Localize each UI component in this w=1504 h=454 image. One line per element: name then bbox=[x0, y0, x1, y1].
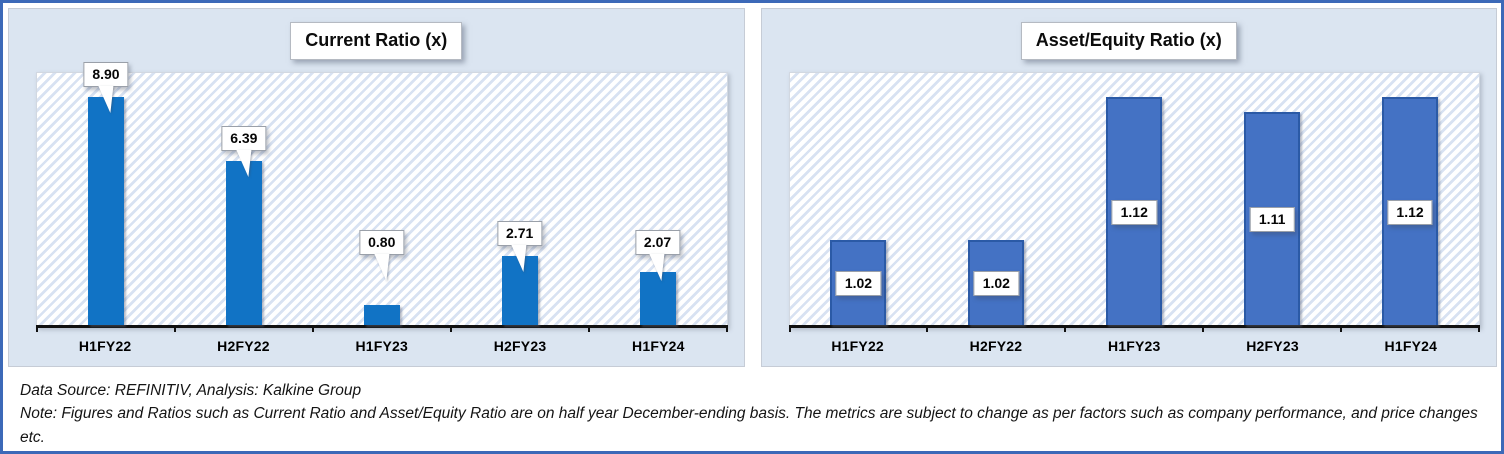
x-axis-label-H1FY23: H1FY23 bbox=[355, 338, 409, 354]
x-axis-label-H1FY22: H1FY22 bbox=[831, 338, 884, 354]
plot-area-asset-equity-ratio: 1.02 1.02 1.12 1.11 1.12 bbox=[788, 72, 1480, 332]
data-label-H1FY22: 8.90 bbox=[83, 62, 129, 88]
data-label-H1FY24: 1.12 bbox=[1387, 200, 1433, 226]
axis-tick bbox=[725, 325, 728, 332]
axis-tick bbox=[449, 325, 452, 332]
data-label-H1FY22: 1.02 bbox=[835, 271, 882, 297]
x-axis-label-H1FY24: H1FY24 bbox=[1384, 338, 1438, 354]
charts-row: Current Ratio (x) 8.90 6.39 0.80 2.71 2.07 H… bbox=[3, 3, 1501, 367]
axis-tick bbox=[311, 325, 314, 332]
data-label-H2FY23: 2.71 bbox=[497, 220, 543, 246]
x-axis-label-H2FY22: H2FY22 bbox=[217, 338, 270, 354]
x-axis-label-H1FY23: H1FY23 bbox=[1107, 338, 1161, 354]
plot-area-current-ratio: 8.90 6.39 0.80 2.71 2.07 bbox=[36, 62, 728, 332]
axis-tick bbox=[173, 325, 176, 332]
axis-tick bbox=[788, 325, 791, 332]
chart-panel-current-ratio: Current Ratio (x) 8.90 6.39 0.80 2.71 2.07 H… bbox=[8, 8, 745, 367]
data-label-H1FY24: 2.07 bbox=[634, 230, 681, 255]
data-label-H2FY22: 1.02 bbox=[973, 271, 1019, 297]
axis-tick bbox=[1340, 325, 1343, 332]
axis-tick bbox=[36, 325, 38, 332]
axis-tick bbox=[1202, 325, 1205, 332]
axis-tick bbox=[587, 325, 590, 332]
bar-H1FY22 bbox=[87, 97, 124, 325]
data-label-H1FY23: 0.80 bbox=[359, 230, 405, 255]
x-axis-label-H2FY22: H2FY22 bbox=[969, 338, 1023, 354]
x-axis-label-H2FY23: H2FY23 bbox=[1246, 338, 1299, 354]
chart-title-asset-equity-ratio: Asset/Equity Ratio (x) bbox=[1020, 22, 1237, 60]
axis-tick bbox=[926, 325, 929, 332]
data-source-text: Data Source: REFINITIV, Analysis: Kalkin… bbox=[20, 382, 362, 399]
x-axis-labels-asset-equity-ratio: H1FY22 H2FY22 H1FY23 H2FY23 H1FY24 bbox=[789, 338, 1481, 354]
note-text: Note: Figures and Ratios such as Current… bbox=[20, 405, 1478, 446]
bar-H2FY22 bbox=[225, 161, 262, 325]
x-axis-label-H1FY24: H1FY24 bbox=[632, 338, 685, 354]
x-axis-label-H1FY22: H1FY22 bbox=[78, 338, 132, 354]
axis-tick bbox=[1064, 325, 1067, 332]
data-label-H2FY22: 6.39 bbox=[221, 126, 267, 152]
footer-notes: Data Source: REFINITIV, Analysis: Kalkin… bbox=[3, 367, 1501, 451]
x-axis-label-H2FY23: H2FY23 bbox=[493, 338, 547, 354]
x-axis-labels-current-ratio: H1FY22 H2FY22 H1FY23 H2FY23 H1FY24 bbox=[36, 338, 728, 354]
axis-tick bbox=[1478, 325, 1480, 332]
chart-title-current-ratio: Current Ratio (x) bbox=[290, 22, 463, 60]
data-label-H2FY23: 1.11 bbox=[1249, 207, 1295, 233]
chart-panel-asset-equity-ratio: Asset/Equity Ratio (x) 1.02 1.02 1.12 1.11 1… bbox=[760, 8, 1497, 367]
bar-H1FY23 bbox=[363, 304, 400, 325]
data-label-H1FY23: 1.12 bbox=[1111, 200, 1157, 226]
